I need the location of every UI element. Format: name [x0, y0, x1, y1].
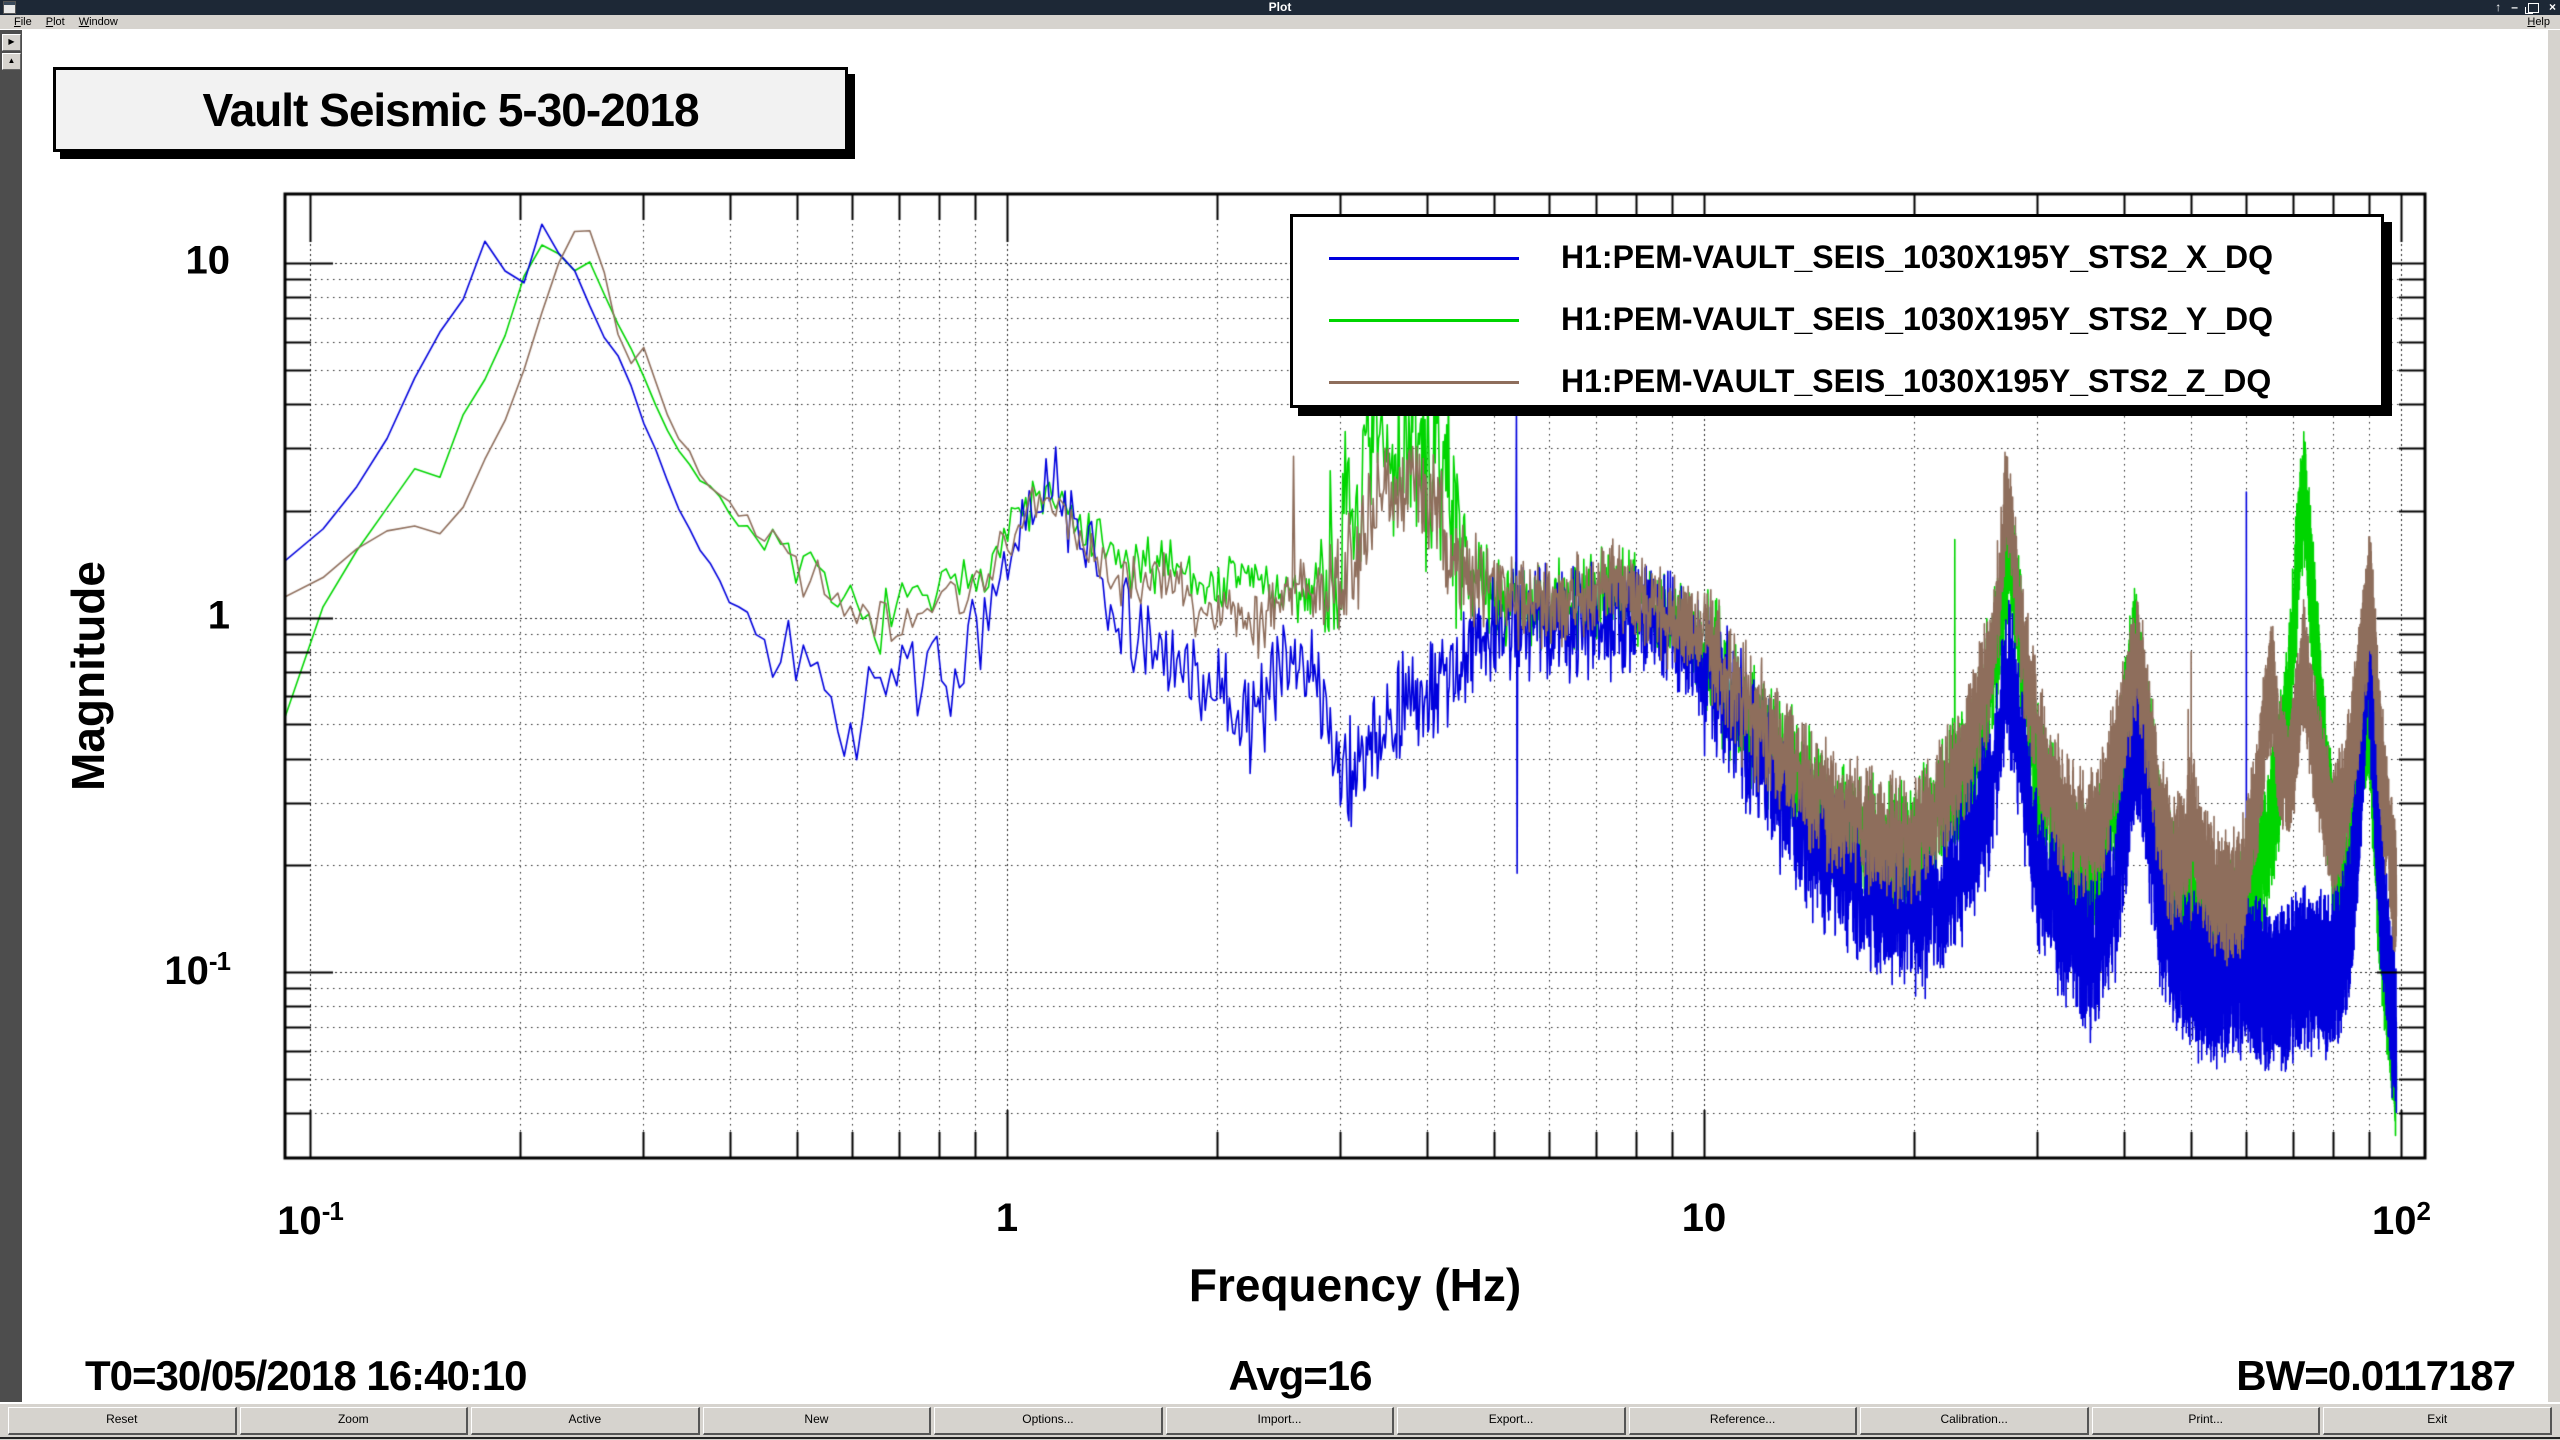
- legend-row: H1:PEM-VAULT_SEIS_1030X195Y_STS2_X_DQ: [1293, 239, 2381, 279]
- legend-row: H1:PEM-VAULT_SEIS_1030X195Y_STS2_Z_DQ: [1293, 363, 2381, 403]
- legend-label-y: H1:PEM-VAULT_SEIS_1030X195Y_STS2_Y_DQ: [1561, 301, 2274, 337]
- bar-button-export[interactable]: Export...: [1397, 1407, 1626, 1435]
- bar-button-reset[interactable]: Reset: [8, 1407, 237, 1435]
- x-axis-label: Frequency (Hz): [1188, 1259, 1522, 1311]
- bar-button-calibration[interactable]: Calibration...: [1860, 1407, 2089, 1435]
- plot-title: Vault Seismic 5-30-2018: [202, 83, 699, 136]
- bar-button-options[interactable]: Options...: [934, 1407, 1163, 1435]
- x-tick-label-0: 10-1: [277, 1196, 344, 1243]
- status-t0: T0=30/05/2018 16:40:10: [85, 1352, 528, 1399]
- status-bw: BW=0.0117187: [2236, 1352, 2516, 1399]
- legend-label-z: H1:PEM-VAULT_SEIS_1030X195Y_STS2_Z_DQ: [1561, 363, 2272, 399]
- bar-button-exit[interactable]: Exit: [2323, 1407, 2553, 1435]
- legend-swatch-x: [1329, 257, 1519, 260]
- bar-button-print[interactable]: Print...: [2091, 1407, 2321, 1435]
- y-tick-label-1: 1: [207, 593, 230, 638]
- status-avg: Avg=16: [1228, 1352, 1372, 1399]
- legend-swatch-y: [1329, 319, 1519, 322]
- y-tick-label-0: 10: [185, 238, 231, 283]
- bar-button-active[interactable]: Active: [471, 1407, 700, 1435]
- legend-swatch-z: [1329, 381, 1519, 384]
- legend-label-x: H1:PEM-VAULT_SEIS_1030X195Y_STS2_X_DQ: [1561, 239, 2274, 275]
- bottom-button-bar: Reset Zoom Active New Options... Import... Exp…: [0, 1402, 2560, 1440]
- bottom-button-row: Reset Zoom Active New Options... Import... Exp…: [0, 1404, 2560, 1435]
- x-tick-label-1: 1: [995, 1196, 1019, 1240]
- legend: H1:PEM-VAULT_SEIS_1030X195Y_STS2_X_DQ H1:…: [1290, 214, 2384, 408]
- x-tick-label-3: 102: [2372, 1196, 2431, 1243]
- y-tick-label-2: 10-1: [164, 946, 231, 994]
- legend-row: H1:PEM-VAULT_SEIS_1030X195Y_STS2_Y_DQ: [1293, 301, 2381, 341]
- bar-button-new[interactable]: New: [702, 1407, 932, 1435]
- bar-button-zoom[interactable]: Zoom: [239, 1407, 469, 1435]
- bar-button-import[interactable]: Import...: [1165, 1407, 1395, 1435]
- bar-button-reference[interactable]: Reference...: [1628, 1407, 1858, 1435]
- plot-title-box: Vault Seismic 5-30-2018: [53, 67, 848, 152]
- x-tick-label-2: 10: [1681, 1196, 1727, 1240]
